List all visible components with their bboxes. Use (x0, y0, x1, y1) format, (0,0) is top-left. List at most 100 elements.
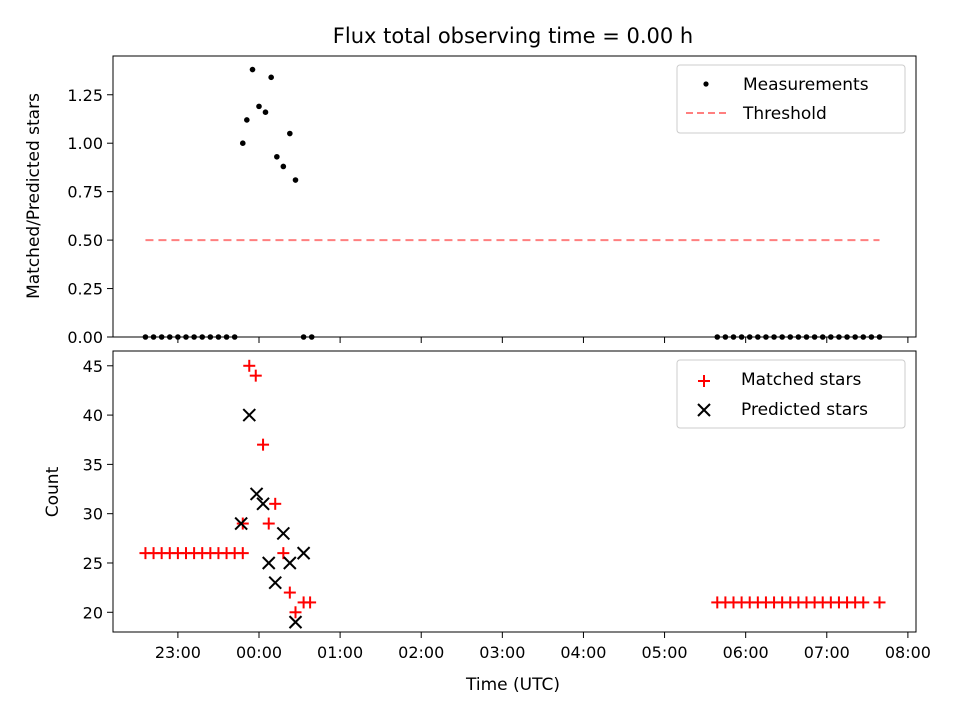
bottom-xtick-label: 08:00 (885, 643, 931, 662)
top-ylabel: Matched/Predicted stars (24, 93, 44, 299)
measurement-point (730, 334, 737, 340)
measurement-point (308, 334, 315, 340)
measurement-point (828, 334, 834, 340)
matched-star-point (277, 547, 290, 560)
matched-star-point (857, 596, 870, 609)
matched-star-point (873, 596, 886, 609)
measurement-point (256, 103, 262, 110)
measurement-point (262, 109, 269, 115)
predicted-star-point (296, 546, 311, 560)
measurement-point (207, 334, 214, 340)
matched-star-point (243, 359, 256, 372)
measurement-point (249, 66, 256, 73)
top-ytick-label: 0.00 (67, 328, 103, 347)
measurement-point (860, 334, 867, 340)
measurement-point (771, 334, 777, 340)
measurement-point (287, 130, 293, 137)
bottom-xtick-label: 01:00 (317, 643, 363, 662)
measurement-point (244, 117, 250, 123)
matched-star-point (262, 517, 275, 530)
measurement-point (803, 334, 810, 340)
chart-title: Flux total observing time = 0.00 h (333, 24, 693, 48)
bottom-xlabel: Time (UTC) (465, 675, 560, 695)
measurement-point (268, 74, 274, 81)
top-ytick-label: 1.00 (67, 134, 103, 153)
measurement-point (300, 334, 307, 340)
legend-threshold-label: Threshold (742, 104, 827, 124)
top-x-ticks (177, 337, 909, 343)
bottom-ylabel: Count (43, 466, 63, 517)
measurement-point (755, 334, 761, 340)
measurement-point (852, 334, 858, 340)
bottom-xtick-label: 05:00 (642, 643, 688, 662)
measurement-point (779, 334, 785, 340)
predicted-star-point (262, 556, 276, 570)
bottom-xtick-label: 03:00 (479, 643, 525, 662)
matched-star-point (236, 517, 249, 530)
bottom-x-ticks: 23:00 00:00 01:00 02:00 03:00 04:00 05:00 06:00… (155, 632, 931, 662)
measurement-point (763, 334, 769, 340)
legend-predicted-label: Predicted stars (741, 400, 868, 420)
bottom-ytick-label: 40 (83, 406, 103, 425)
measurement-point (868, 334, 875, 340)
predicted-star-point (249, 487, 264, 501)
top-y-ticks: 0.00 0.25 0.50 0.75 1.00 1.25 (67, 86, 113, 347)
measurement-point (738, 334, 745, 340)
measurement-point (199, 334, 206, 340)
measurement-point (836, 334, 842, 340)
matched-star-point (289, 606, 302, 619)
measurement-point (819, 334, 826, 340)
bottom-xtick-label: 07:00 (804, 643, 850, 662)
top-ytick-label: 1.25 (67, 86, 103, 105)
bottom-ytick-label: 25 (83, 554, 103, 573)
legend-matched-marker (698, 375, 710, 387)
measurement-point (274, 153, 280, 160)
predicted-star-point (268, 575, 282, 590)
measurement-point (215, 334, 222, 340)
matched-star-point (257, 438, 270, 451)
bottom-panel: Count Time (UTC) 20 25 30 35 40 45 23:00 00:00… (43, 350, 931, 695)
top-legend-box (676, 64, 906, 134)
predicted-star-point (234, 516, 248, 531)
bottom-ytick-label: 45 (83, 357, 103, 376)
top-ytick-label: 0.25 (67, 280, 103, 299)
measurement-point (158, 334, 165, 340)
measurement-point (142, 334, 149, 340)
matched-star-point (249, 369, 262, 382)
top-legend: Measurements Threshold (676, 64, 906, 134)
predicted-star-point (283, 556, 297, 570)
measurement-point (231, 334, 238, 340)
bottom-xtick-label: 02:00 (398, 643, 444, 662)
measurement-point (746, 334, 753, 340)
matched-star-point (283, 586, 296, 599)
top-data-marks (142, 66, 883, 340)
predicted-star-point (288, 615, 303, 629)
measurement-point (150, 334, 157, 340)
predicted-star-point (276, 526, 291, 541)
measurement-point (183, 334, 189, 340)
legend-measurements-label: Measurements (743, 75, 869, 95)
measurement-point (714, 334, 721, 340)
matched-star-point (236, 547, 249, 560)
matched-star-point (269, 497, 282, 510)
measurement-point (223, 334, 230, 340)
measurement-point (280, 163, 287, 170)
top-ytick-label: 0.75 (67, 183, 103, 202)
measurement-point (811, 334, 818, 340)
bottom-xtick-label: 06:00 (723, 643, 769, 662)
measurement-point (722, 334, 729, 340)
measurement-point (175, 334, 181, 340)
legend-matched-label: Matched stars (741, 370, 861, 390)
predicted-star-point (242, 408, 256, 422)
bottom-data-marks (139, 359, 886, 629)
measurement-point (795, 334, 802, 340)
legend-measurements-marker (703, 81, 709, 87)
measurement-point (876, 334, 883, 340)
measurement-point (787, 334, 794, 340)
measurement-point (191, 334, 197, 340)
legend-predicted-marker (697, 403, 711, 417)
measurement-point (844, 334, 850, 340)
bottom-legend: Matched stars Predicted stars (676, 359, 906, 429)
top-ytick-label: 0.50 (67, 231, 103, 250)
